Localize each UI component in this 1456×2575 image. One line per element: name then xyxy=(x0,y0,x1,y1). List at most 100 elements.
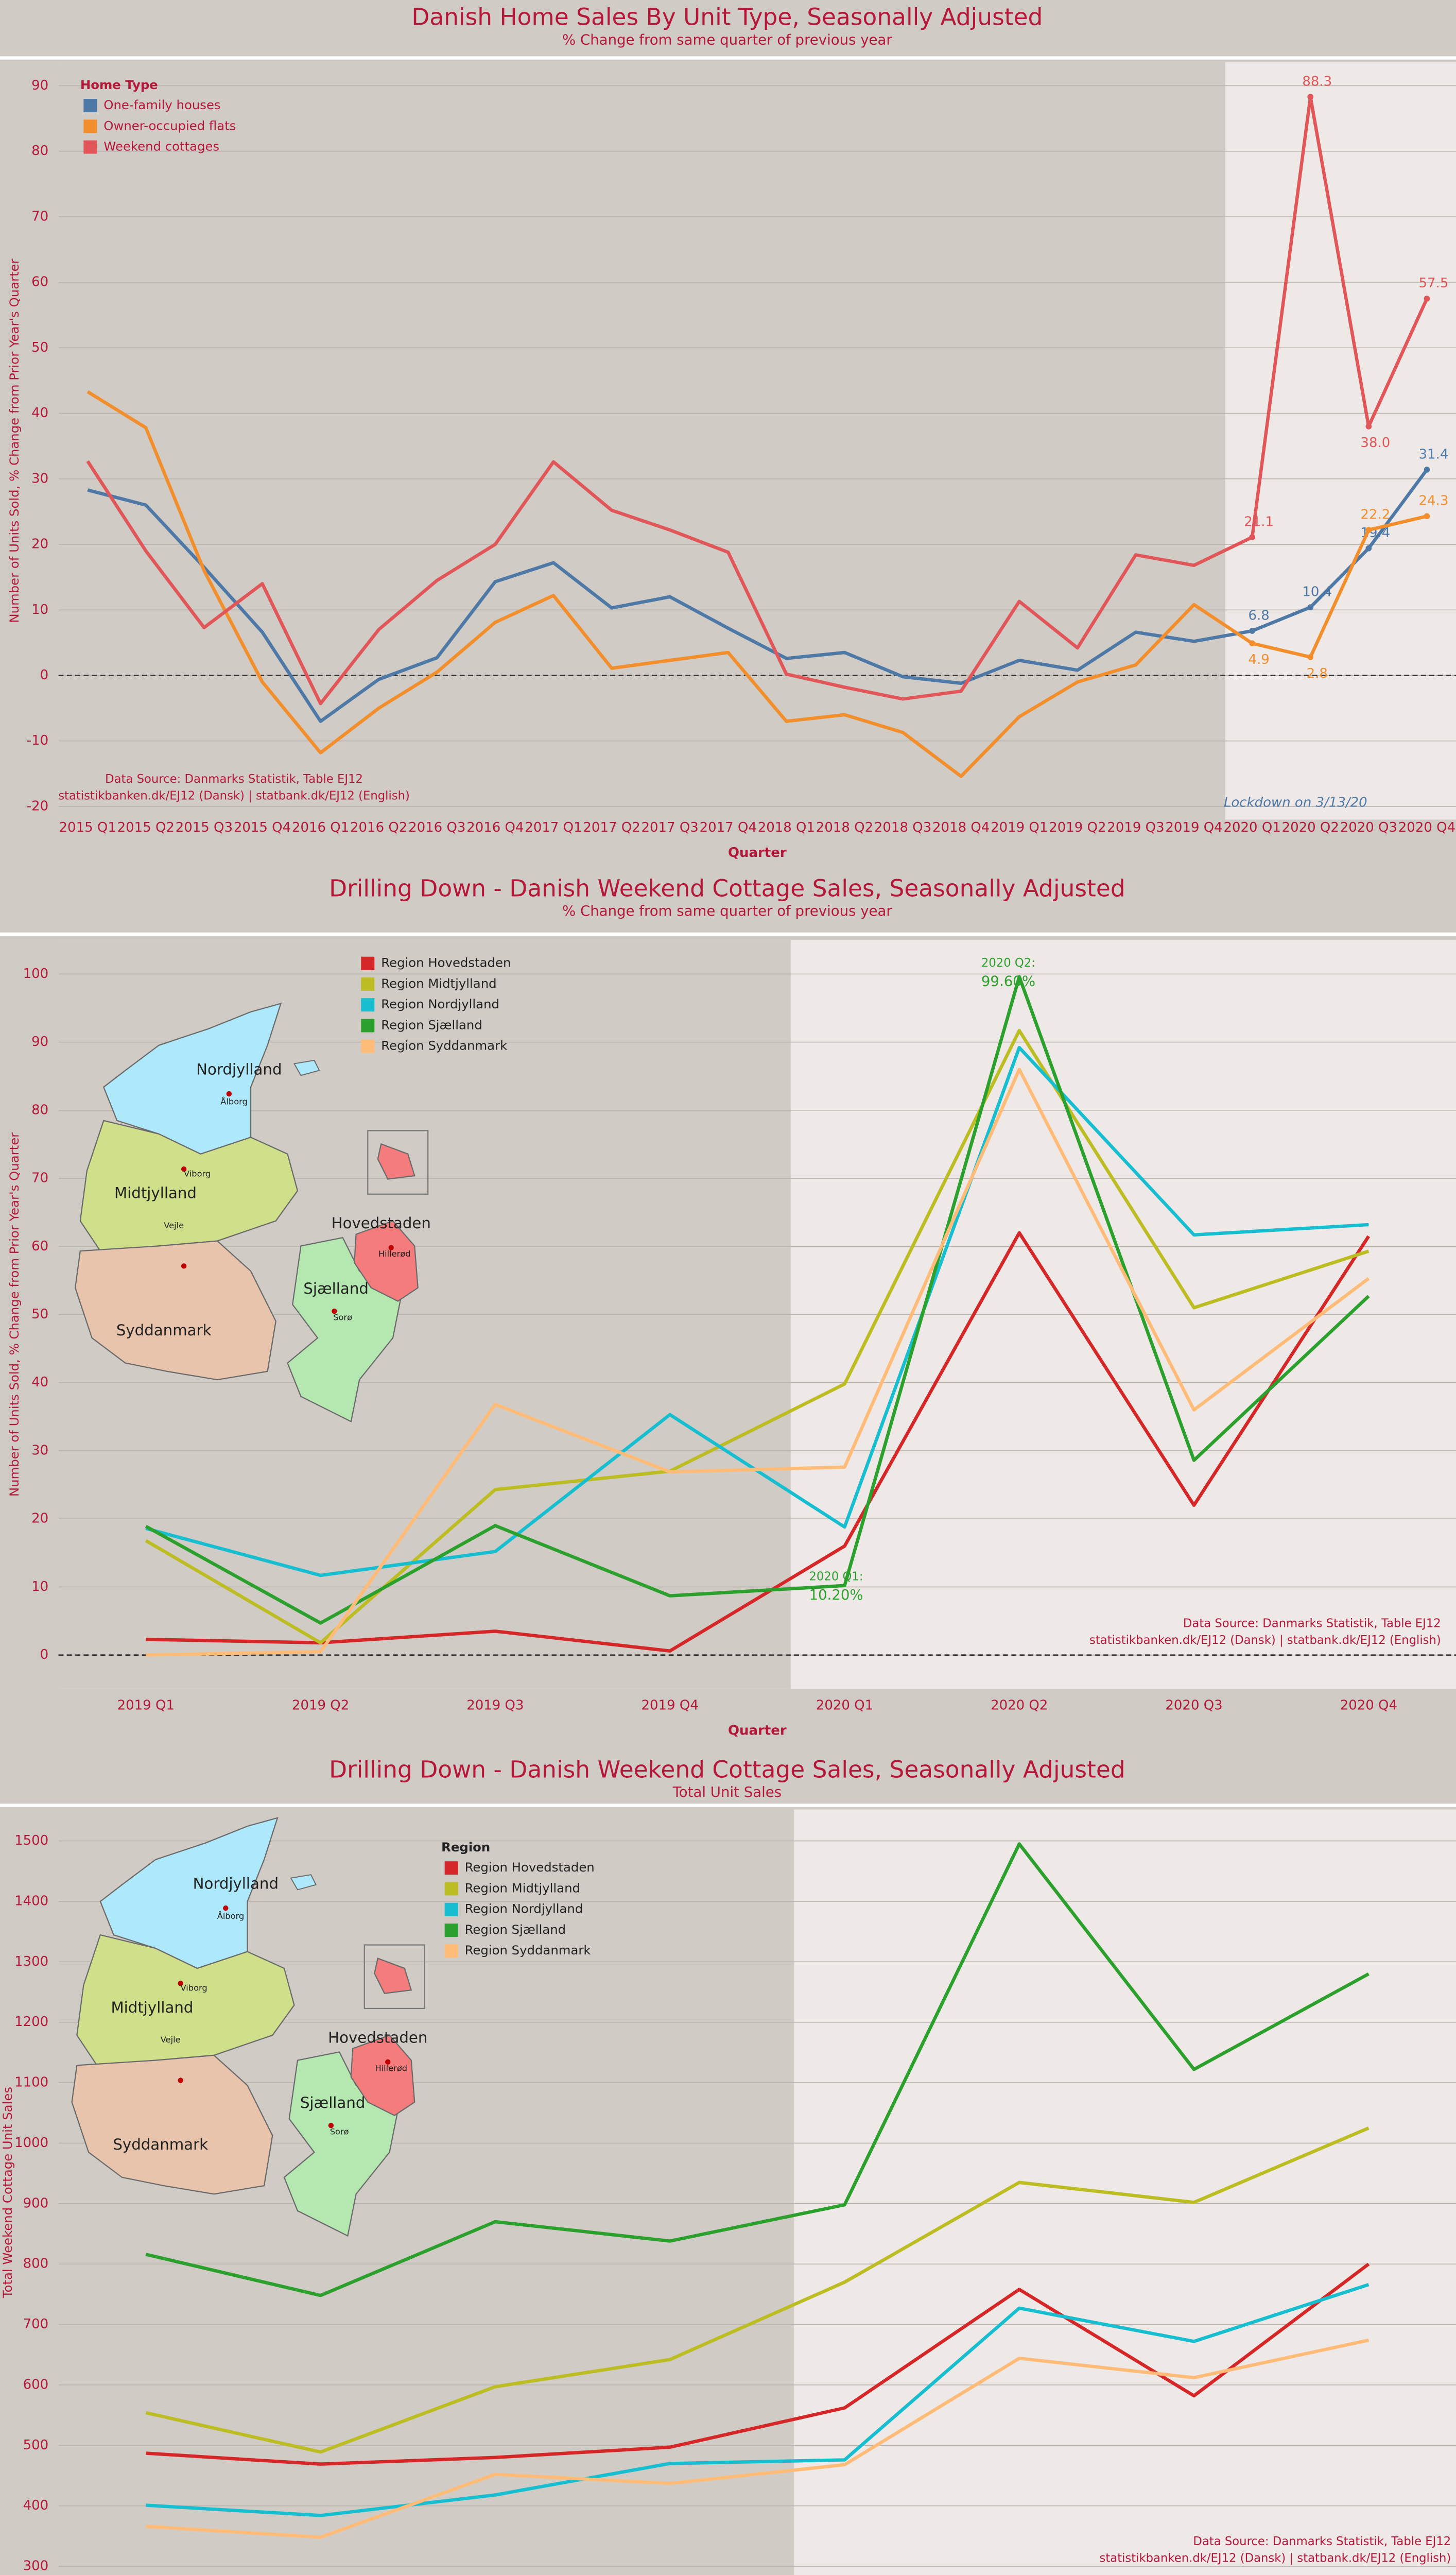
x-tick-label: 2016 Q2 xyxy=(350,820,407,835)
point-marker xyxy=(1424,296,1430,302)
x-tick-label: 2020 Q1 xyxy=(816,1698,873,1713)
y-axis-title: Number of Units Sold, % Change from Prio… xyxy=(7,1132,22,1497)
annotation: 2020 Q2: xyxy=(981,956,1035,970)
y-tick-label: -20 xyxy=(27,798,48,814)
legend-swatch xyxy=(83,99,97,113)
map-label: Syddanmark xyxy=(113,2136,208,2153)
chart-subtitle: % Change from same quarter of previous y… xyxy=(562,31,892,48)
y-tick-label: 10 xyxy=(31,1579,48,1594)
y-tick-label: 800 xyxy=(23,2256,49,2272)
map-region xyxy=(374,1958,412,1994)
series-line xyxy=(146,1231,1371,1653)
data-source: statistikbanken.dk/EJ12 (Dansk) | statba… xyxy=(1089,1634,1441,1647)
legend-label: Region Midtjylland xyxy=(465,1880,580,1895)
legend-swatch xyxy=(361,998,375,1012)
title-band xyxy=(0,1753,1456,1803)
pre-lockdown-shade xyxy=(58,62,1225,820)
map-label: Hillerød xyxy=(378,1249,411,1259)
map-region xyxy=(350,2034,415,2117)
map-region xyxy=(354,1220,419,1302)
x-tick-label: 2016 Q3 xyxy=(408,820,465,835)
x-tick-label: 2019 Q4 xyxy=(642,1698,699,1713)
map-label: Sjælland xyxy=(303,1280,369,1297)
x-tick-label: 2020 Q3 xyxy=(1165,1698,1222,1713)
legend-label: Region Syddanmark xyxy=(465,1943,592,1958)
annotation: 10.20% xyxy=(809,1586,863,1603)
y-tick-label: 1100 xyxy=(14,2075,48,2090)
city-dot xyxy=(178,1981,183,1986)
map-label: Vejle xyxy=(164,1221,184,1230)
y-tick-label: 1200 xyxy=(14,2014,48,2030)
legend-label: Owner-occupied flats xyxy=(103,118,236,133)
annotation: 2020 Q1: xyxy=(809,1570,863,1584)
map-label: Sjælland xyxy=(300,2094,366,2112)
map-label: Midtjylland xyxy=(111,1999,193,2016)
point-marker xyxy=(1424,513,1430,520)
map-label: Syddanmark xyxy=(116,1321,212,1339)
x-tick-label: 2016 Q4 xyxy=(466,820,524,835)
map-label: Nordjylland xyxy=(196,1060,282,1078)
x-tick-label: 2017 Q3 xyxy=(642,820,699,835)
legend-label: Weekend cottages xyxy=(103,139,219,154)
point-marker xyxy=(1249,640,1255,647)
y-tick-label: 1300 xyxy=(14,1954,48,1969)
x-tick-label: 2015 Q3 xyxy=(176,820,233,835)
y-tick-label: 60 xyxy=(31,1239,48,1254)
x-tick-label: 2019 Q3 xyxy=(1107,820,1164,835)
y-tick-label: 10 xyxy=(31,602,48,617)
chart-title: Drilling Down - Danish Weekend Cottage S… xyxy=(329,1756,1125,1783)
legend-label: Region Nordjylland xyxy=(381,997,499,1011)
point-marker xyxy=(1365,527,1372,533)
map-region xyxy=(74,1240,276,1381)
legend-swatch xyxy=(361,1039,375,1053)
city-dot xyxy=(388,1245,394,1250)
y-tick-label: 30 xyxy=(31,1443,48,1458)
y-tick-label: 700 xyxy=(23,2316,49,2332)
value-label: 22.2 xyxy=(1360,507,1390,522)
legend-swatch xyxy=(444,1882,458,1896)
x-tick-label: 2019 Q4 xyxy=(1165,820,1222,835)
x-tick-label: 2020 Q2 xyxy=(1282,820,1339,835)
legend-swatch xyxy=(444,1944,458,1958)
x-tick-label: 2020 Q4 xyxy=(1340,1698,1397,1713)
x-tick-label: 2019 Q3 xyxy=(466,1698,524,1713)
x-tick-label: 2020 Q1 xyxy=(1223,820,1280,835)
city-dot xyxy=(385,2059,391,2065)
legend-label: Region Sjælland xyxy=(381,1017,482,1032)
y-tick-label: 300 xyxy=(23,2559,49,2574)
map-label: Midtjylland xyxy=(114,1184,197,1202)
map-label: Ålborg xyxy=(220,1097,248,1107)
value-label: 38.0 xyxy=(1360,435,1390,451)
y-tick-label: 70 xyxy=(31,1171,48,1186)
y-tick-label: 0 xyxy=(40,667,49,683)
y-tick-label: 0 xyxy=(40,1647,49,1662)
y-tick-label: 50 xyxy=(31,340,48,355)
map-inset-box xyxy=(367,1130,429,1195)
chart-title: Danish Home Sales By Unit Type, Seasonal… xyxy=(411,4,1043,31)
y-tick-label: 1400 xyxy=(14,1893,48,1909)
x-axis-title: Quarter xyxy=(728,845,787,861)
series-line xyxy=(146,1068,1370,1657)
legend-swatch xyxy=(444,1923,458,1937)
map-region xyxy=(377,1143,415,1180)
y-tick-label: 30 xyxy=(31,471,48,486)
x-tick-label: 2017 Q4 xyxy=(700,820,757,835)
map-label: Viborg xyxy=(184,1169,211,1178)
map-island xyxy=(290,1874,317,1891)
x-tick-label: 2017 Q2 xyxy=(583,820,640,835)
map-label: Sorø xyxy=(333,1312,352,1322)
city-dot xyxy=(181,1166,187,1172)
chart-subtitle: Total Unit Sales xyxy=(672,1783,782,1800)
legend-swatch xyxy=(444,1902,458,1916)
legend-label: One-family houses xyxy=(103,97,220,112)
legend-label: Region Hovedstaden xyxy=(465,1860,595,1875)
y-tick-label: 90 xyxy=(31,1034,48,1050)
point-marker xyxy=(1307,654,1314,660)
annotation: 99.60% xyxy=(981,972,1035,989)
x-tick-label: 2018 Q3 xyxy=(874,820,931,835)
y-tick-label: 50 xyxy=(31,1307,48,1322)
x-tick-label: 2019 Q2 xyxy=(1049,820,1106,835)
point-marker xyxy=(1249,628,1255,634)
